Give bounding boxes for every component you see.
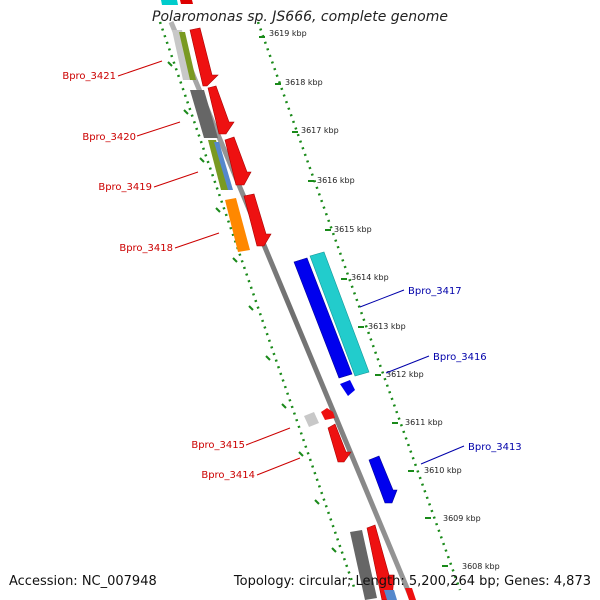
tick-3619: 3619 kbp bbox=[259, 29, 307, 38]
tick-3616: 3616 kbp bbox=[308, 176, 355, 185]
tick-3611: 3611 kbp bbox=[392, 418, 443, 427]
outer-ruler bbox=[256, 21, 462, 591]
tick-3615: 3615 kbp bbox=[325, 225, 372, 234]
gene-feature bbox=[368, 455, 398, 504]
gene-feature bbox=[293, 257, 353, 379]
gene-label-bpro-3416[interactable]: Bpro_3416 bbox=[433, 352, 487, 363]
tick-label: 3608 kbp bbox=[462, 562, 500, 571]
gene-label-bpro-3418[interactable]: Bpro_3418 bbox=[119, 243, 173, 254]
ruler-ticks: 3619 kbp 3618 kbp 3617 kbp 3616 kbp 3615… bbox=[259, 29, 500, 571]
gene-feature bbox=[214, 142, 233, 190]
tick-3609: 3609 kbp bbox=[425, 514, 481, 523]
gene-feature bbox=[179, 32, 196, 80]
topology-text: Topology: circular; Length: 5,200,264 bp… bbox=[233, 574, 591, 589]
tick-3618: 3618 kbp bbox=[275, 78, 323, 87]
tick-label: 3617 kbp bbox=[301, 126, 339, 135]
gene-feature bbox=[180, 0, 193, 4]
reverse-strand-features bbox=[161, 0, 397, 600]
gene-feature bbox=[350, 530, 377, 600]
reverse-gene-labels: Bpro_3421 Bpro_3420 Bpro_3419 Bpro_3418 … bbox=[62, 71, 255, 481]
gene-feature bbox=[327, 423, 352, 463]
tick-label: 3613 kbp bbox=[368, 322, 406, 331]
gene-feature bbox=[309, 251, 370, 377]
tick-label: 3616 kbp bbox=[317, 176, 355, 185]
gene-feature bbox=[190, 90, 218, 138]
gene-feature bbox=[243, 193, 272, 247]
tick-label: 3619 kbp bbox=[269, 29, 307, 38]
tick-label: 3615 kbp bbox=[334, 225, 372, 234]
gene-label-bpro-3421[interactable]: Bpro_3421 bbox=[62, 71, 116, 82]
gene-label-bpro-3415[interactable]: Bpro_3415 bbox=[191, 440, 245, 451]
gene-feature bbox=[161, 0, 178, 5]
forward-strand-features bbox=[293, 251, 416, 600]
gene-feature bbox=[224, 136, 252, 186]
reverse-label-leaders bbox=[117, 60, 301, 476]
tick-label: 3612 kbp bbox=[386, 370, 424, 379]
gene-feature bbox=[405, 588, 416, 600]
tick-3614: 3614 kbp bbox=[341, 273, 389, 282]
gene-feature bbox=[304, 412, 319, 427]
genome-title: Polaromonas sp. JS666, complete genome bbox=[152, 9, 448, 25]
tick-label: 3611 kbp bbox=[405, 418, 443, 427]
gene-label-bpro-3417[interactable]: Bpro_3417 bbox=[408, 286, 462, 297]
gene-feature bbox=[366, 524, 395, 600]
gene-feature bbox=[321, 408, 335, 420]
gene-label-bpro-3420[interactable]: Bpro_3420 bbox=[82, 132, 136, 143]
inner-ruler-ticks bbox=[167, 61, 337, 553]
gene-feature bbox=[340, 380, 355, 396]
tick-label: 3610 kbp bbox=[424, 466, 462, 475]
gene-label-bpro-3414[interactable]: Bpro_3414 bbox=[201, 470, 255, 481]
accession-text: Accession: NC_007948 bbox=[9, 574, 157, 589]
gene-feature bbox=[384, 590, 397, 600]
tick-3612: 3612 kbp bbox=[375, 370, 424, 379]
forward-gene-labels: Bpro_3417 Bpro_3416 Bpro_3413 bbox=[408, 286, 522, 453]
tick-3617: 3617 kbp bbox=[292, 126, 339, 135]
gene-feature bbox=[208, 140, 229, 190]
tick-3610: 3610 kbp bbox=[408, 466, 462, 475]
tick-label: 3614 kbp bbox=[351, 273, 389, 282]
tick-3613: 3613 kbp bbox=[358, 322, 406, 331]
gene-label-bpro-3419[interactable]: Bpro_3419 bbox=[98, 182, 152, 193]
gene-feature bbox=[189, 27, 219, 87]
forward-label-leaders bbox=[359, 289, 465, 465]
gene-feature bbox=[207, 85, 235, 135]
tick-3608: 3608 kbp bbox=[442, 562, 500, 571]
tick-label: 3618 kbp bbox=[285, 78, 323, 87]
tick-label: 3609 kbp bbox=[443, 514, 481, 523]
gene-label-bpro-3413[interactable]: Bpro_3413 bbox=[468, 442, 522, 453]
gene-feature bbox=[225, 198, 250, 252]
